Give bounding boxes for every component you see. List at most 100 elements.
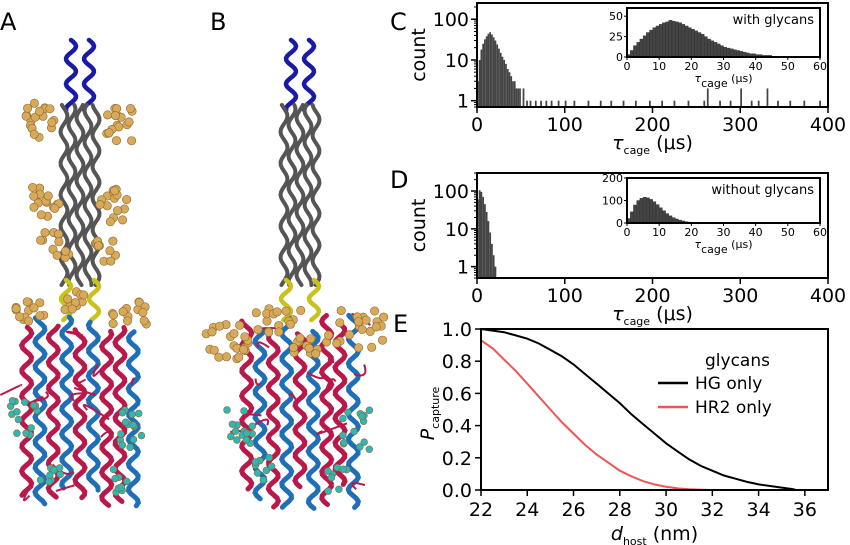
inset-x-tick-label: 20	[684, 60, 698, 73]
body-helix	[292, 331, 308, 490]
teal-residue	[111, 474, 119, 483]
glycan-bead	[285, 319, 295, 329]
glycan-bead	[379, 312, 389, 322]
helix-ribbon	[58, 277, 74, 323]
inset-bar	[636, 42, 641, 58]
teal-residue	[267, 462, 276, 470]
histogram-bar	[499, 52, 502, 107]
inset-bar	[675, 21, 679, 58]
histogram-bar	[545, 100, 548, 107]
teal-residue	[56, 470, 64, 479]
glycan-bead	[272, 307, 282, 317]
inset-y-tick-label: 0	[616, 51, 623, 64]
molecule-render-without-glycans	[201, 37, 389, 511]
x-tick-label: 0	[471, 285, 483, 307]
glycan-bead	[139, 316, 149, 326]
glycan-bead	[29, 98, 39, 108]
helix-ribbon	[86, 277, 102, 323]
teal-residue	[14, 415, 23, 424]
teal-residue	[358, 412, 366, 421]
teal-residue	[350, 427, 358, 436]
teal-residue	[135, 409, 143, 418]
histogram-bar	[526, 100, 528, 107]
teal-residue	[327, 473, 336, 482]
teal-residue	[253, 469, 262, 477]
glycan-bead	[21, 111, 31, 121]
inset-bar	[723, 47, 727, 58]
histogram-bar	[687, 100, 690, 107]
x-tick-label: 34	[747, 499, 771, 521]
teal-residue	[227, 432, 235, 441]
panel-letter-a: A	[0, 8, 17, 36]
plot-frame	[480, 328, 829, 491]
body-loop	[92, 363, 102, 377]
histogram-bar	[517, 88, 520, 107]
x-tick-label: 400	[810, 114, 846, 136]
glycan-bead	[22, 297, 32, 307]
teal-residue	[121, 418, 130, 426]
histogram-bar	[492, 255, 495, 278]
glycan-bead	[28, 183, 38, 193]
histogram-bar	[503, 59, 506, 107]
x-tick-label: 400	[810, 285, 846, 307]
stalk-helix	[82, 103, 94, 287]
teal-residue	[21, 398, 29, 406]
glycan-bead	[60, 246, 70, 256]
glycan-bead	[23, 103, 33, 113]
body-helix	[332, 319, 348, 487]
glycan-bead	[122, 195, 132, 205]
glycan-bead	[332, 338, 342, 348]
body-helix	[85, 319, 102, 493]
glycan-bead	[110, 186, 120, 196]
inset-bar	[668, 20, 673, 58]
glycan-bead	[103, 110, 113, 120]
glycan-bead	[40, 228, 50, 238]
inset-bar	[659, 207, 663, 224]
legend-label-1: HG only	[695, 374, 762, 394]
inset-bar	[726, 47, 731, 58]
teal-residue	[128, 410, 136, 419]
inset-bar	[649, 199, 653, 224]
panel-letter-c: C	[390, 8, 407, 36]
body-loop	[82, 404, 110, 421]
histogram-bar	[750, 100, 753, 107]
stalk-helix	[278, 103, 290, 287]
body-loop	[306, 371, 325, 380]
inset-bar	[642, 196, 647, 224]
inset-bar	[646, 197, 650, 224]
histogram-bar	[529, 100, 532, 107]
inset-bar	[716, 43, 721, 58]
inset-bar	[713, 42, 718, 58]
histogram-bar	[513, 81, 516, 107]
glycan-bead	[370, 306, 380, 316]
x-tick-label: 200	[634, 114, 670, 136]
x-tick-label: 0	[471, 114, 483, 136]
inset-bar	[694, 30, 698, 58]
histogram-bar	[484, 204, 486, 278]
inset-bar	[655, 25, 660, 58]
histogram-bar	[648, 100, 651, 107]
helix-ribbon	[63, 37, 79, 113]
teal-residue	[137, 431, 146, 440]
x-tick-label: 300	[722, 114, 758, 136]
glycan-bead	[63, 294, 73, 304]
histogram-bar	[498, 48, 500, 107]
inset-x-tick-label: 60	[813, 60, 827, 73]
glycan-bead	[35, 298, 45, 308]
x-tick-label: 300	[722, 285, 758, 307]
teal-residue	[46, 471, 54, 479]
y-tick-label: 100	[433, 9, 469, 31]
glycan-bead	[127, 136, 137, 146]
y-tick-label: 10	[445, 219, 469, 241]
glycan-bead	[52, 250, 62, 260]
body-helix	[305, 328, 322, 511]
inset-x-tick-label: 10	[652, 226, 666, 239]
y-tick-label: 0.8	[442, 351, 472, 373]
histogram-bar	[491, 243, 493, 278]
histogram-bar	[729, 100, 732, 107]
x-tick-label: 28	[608, 499, 632, 521]
glycan-bead	[109, 310, 119, 320]
glycan-bead	[112, 136, 122, 146]
inset-bar	[691, 29, 695, 58]
inset-x-tick-label: 50	[781, 60, 795, 73]
